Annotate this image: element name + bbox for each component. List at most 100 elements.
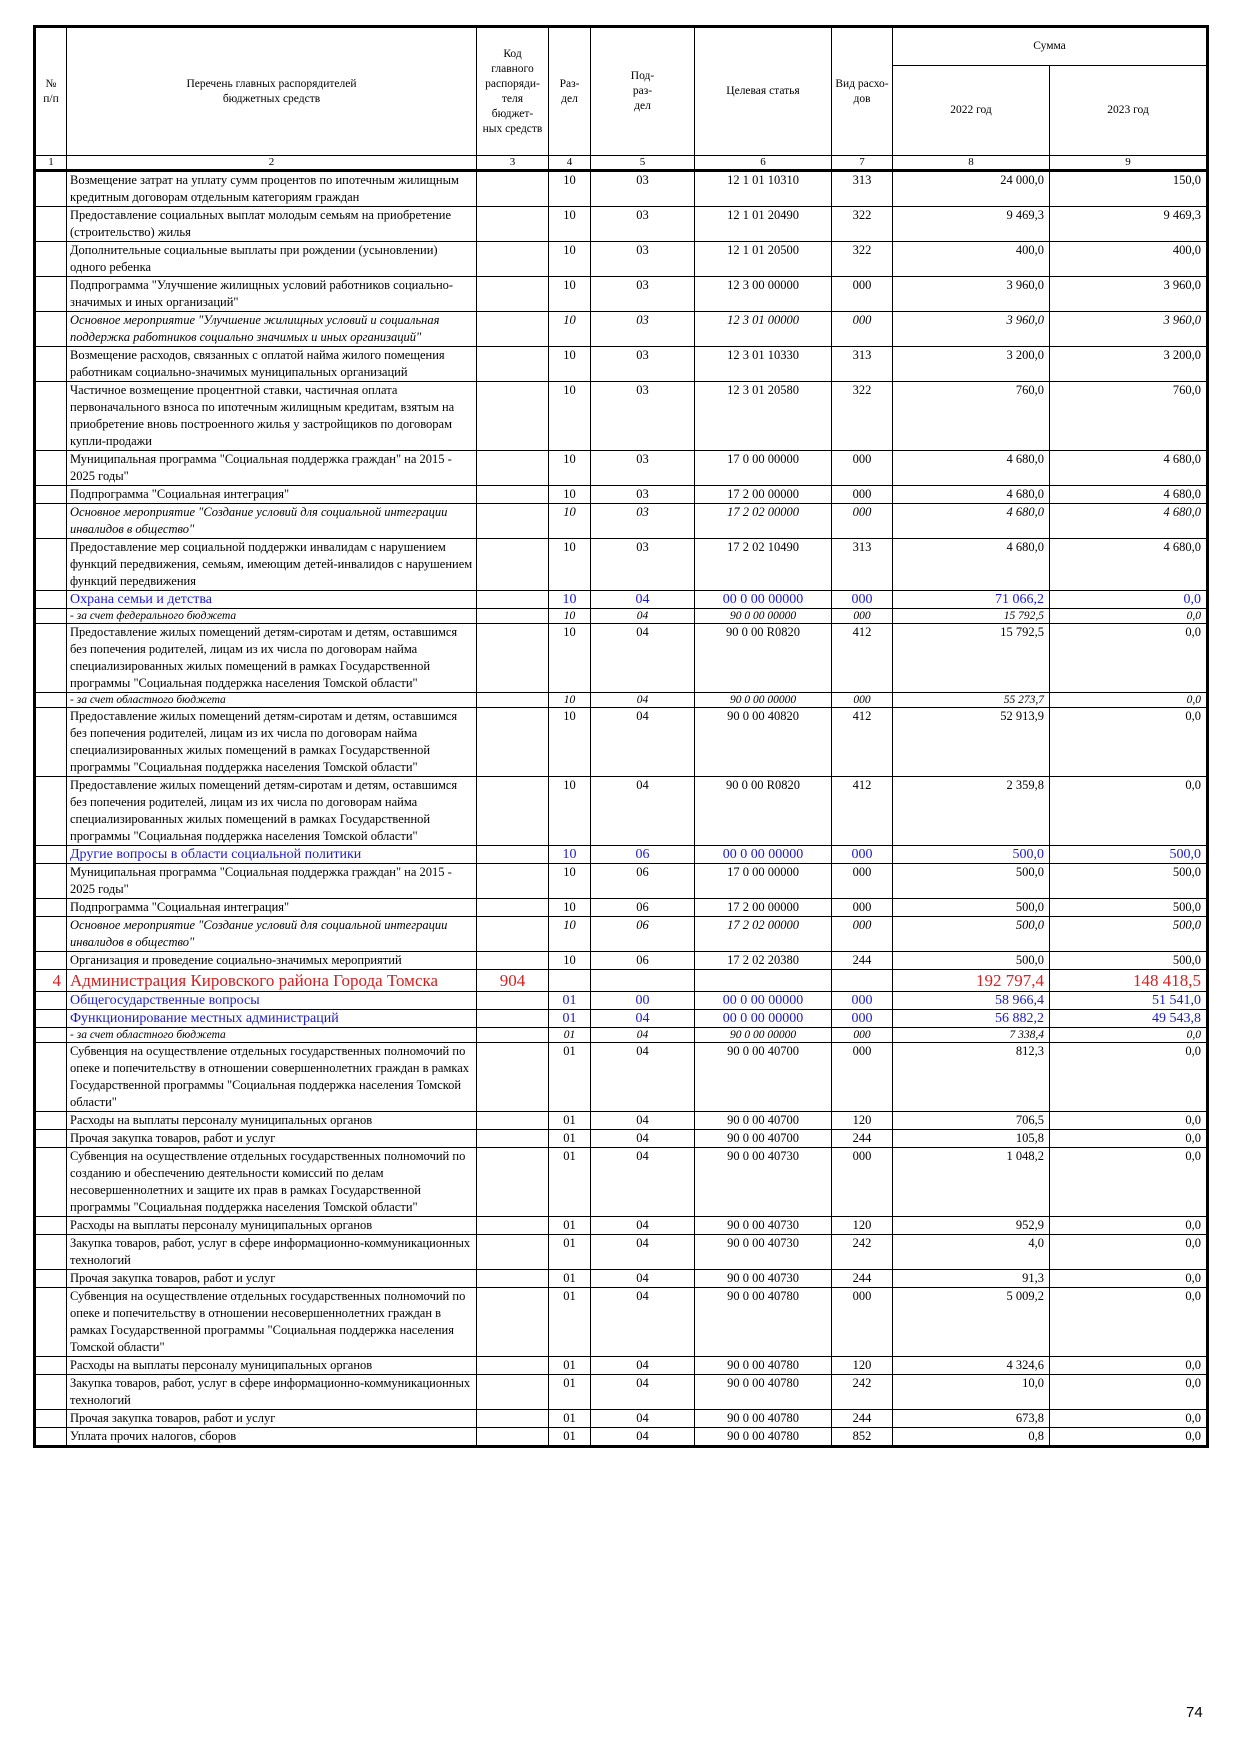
table-cell: 04 xyxy=(590,590,695,609)
table-cell: 000 xyxy=(831,311,893,347)
table-cell: 322 xyxy=(831,241,893,277)
table-cell: Прочая закупка товаров, работ и услуг xyxy=(66,1409,477,1428)
table-cell: Частичное возмещение процентной ставки, … xyxy=(66,381,477,451)
table-row: Прочая закупка товаров, работ и услуг 01 0… xyxy=(34,1129,1209,1148)
table-cell xyxy=(34,206,67,242)
table-cell xyxy=(34,863,67,899)
table-cell xyxy=(476,241,549,277)
table-cell xyxy=(476,1234,549,1270)
table-cell: 03 xyxy=(590,170,695,207)
table-cell xyxy=(34,991,67,1010)
table-cell: 400,0 xyxy=(892,241,1050,277)
table-cell: 03 xyxy=(590,381,695,451)
table-cell: 90 0 00 40700 xyxy=(694,1129,832,1148)
table-row: Прочая закупка товаров, работ и услуг 01 0… xyxy=(34,1269,1209,1288)
table-cell: 0,0 xyxy=(1048,608,1209,624)
table-row: Предоставление жилых помещений детям-сир… xyxy=(34,707,1209,777)
table-cell: 03 xyxy=(590,241,695,277)
table-cell xyxy=(694,969,832,992)
table-cell xyxy=(34,590,67,609)
table-cell: Уплата прочих налогов, сборов xyxy=(66,1427,477,1447)
table-cell: 192 797,4 xyxy=(892,969,1050,992)
table-cell: 10 xyxy=(548,845,591,864)
table-cell xyxy=(34,450,67,486)
table-cell: 0,0 xyxy=(1048,1374,1209,1410)
table-cell: Субвенция на осуществление отдельных гос… xyxy=(66,1287,477,1357)
table-cell: 90 0 00 40780 xyxy=(694,1287,832,1357)
table-cell: 90 0 00 40780 xyxy=(694,1427,832,1447)
table-cell: 812,3 xyxy=(892,1042,1050,1112)
table-cell: 04 xyxy=(590,1409,695,1428)
table-cell: 17 2 00 00000 xyxy=(694,485,832,504)
table-cell: 313 xyxy=(831,538,893,591)
table-cell: 0,0 xyxy=(1048,1287,1209,1357)
table-cell: 0,8 xyxy=(892,1427,1050,1447)
table-cell: 04 xyxy=(590,1374,695,1410)
table-cell xyxy=(34,1216,67,1235)
table-cell: 5 009,2 xyxy=(892,1287,1050,1357)
table-cell: 51 541,0 xyxy=(1048,991,1209,1010)
table-row: Функционирование местных администраций 01… xyxy=(34,1009,1209,1028)
table-row: Расходы на выплаты персоналу муниципальн… xyxy=(34,1216,1209,1235)
header-cell: № п/п xyxy=(34,26,67,156)
table-cell: Закупка товаров, работ, услуг в сфере ин… xyxy=(66,1374,477,1410)
table-cell: Муниципальная программа "Социальная подд… xyxy=(66,863,477,899)
table-row: Подпрограмма "Социальная интеграция" 10 06… xyxy=(34,898,1209,917)
table-cell: 01 xyxy=(548,1374,591,1410)
table-cell: 17 0 00 00000 xyxy=(694,863,832,899)
table-cell: 500,0 xyxy=(892,916,1050,952)
table-cell: 000 xyxy=(831,916,893,952)
table-row: Дополнительные социальные выплаты при ро… xyxy=(34,241,1209,277)
table-cell: 17 2 02 00000 xyxy=(694,503,832,539)
table-cell: 0,0 xyxy=(1048,776,1209,846)
table-cell xyxy=(476,1269,549,1288)
table-row: Основное мероприятие "Создание условий д… xyxy=(34,503,1209,539)
table-row: Предоставление мер социальной поддержки … xyxy=(34,538,1209,591)
table-cell xyxy=(34,1129,67,1148)
table-cell: 4 xyxy=(34,969,67,992)
header-cell: Вид расхо- дов xyxy=(831,26,893,156)
table-cell xyxy=(34,1027,67,1043)
table-cell: 90 0 00 40780 xyxy=(694,1356,832,1375)
table-row: Предоставление социальных выплат молодым… xyxy=(34,206,1209,242)
table-cell: 15 792,5 xyxy=(892,623,1050,693)
table-cell xyxy=(34,276,67,312)
table-cell: 4 680,0 xyxy=(1048,538,1209,591)
table-cell: 0,0 xyxy=(1048,1409,1209,1428)
table-cell: 12 3 01 10330 xyxy=(694,346,832,382)
table-cell xyxy=(476,311,549,347)
table-cell: Прочая закупка товаров, работ и услуг xyxy=(66,1129,477,1148)
table-cell: 10 xyxy=(548,590,591,609)
table-row: Расходы на выплаты персоналу муниципальн… xyxy=(34,1356,1209,1375)
table-cell: 105,8 xyxy=(892,1129,1050,1148)
table-cell: 9 469,3 xyxy=(1048,206,1209,242)
table-header: № п/п Перечень главных распорядителей бю… xyxy=(34,26,1209,172)
table-cell: Основное мероприятие "Создание условий д… xyxy=(66,503,477,539)
table-cell: 0,0 xyxy=(1048,623,1209,693)
table-cell: 000 xyxy=(831,991,893,1010)
table-cell: Предоставление мер социальной поддержки … xyxy=(66,538,477,591)
table-cell xyxy=(34,1356,67,1375)
table-cell: 06 xyxy=(590,845,695,864)
table-cell: 00 0 00 00000 xyxy=(694,845,832,864)
table-cell: 706,5 xyxy=(892,1111,1050,1130)
table-cell: Подпрограмма "Улучшение жилищных условий… xyxy=(66,276,477,312)
table-cell: 500,0 xyxy=(1048,916,1209,952)
table-cell: 000 xyxy=(831,898,893,917)
header-cell: Целевая статья xyxy=(694,26,832,156)
column-number: 2 xyxy=(66,155,477,172)
table-cell xyxy=(476,1374,549,1410)
table-cell: 500,0 xyxy=(1048,951,1209,970)
table-cell: 00 0 00 00000 xyxy=(694,590,832,609)
table-cell xyxy=(34,170,67,207)
table-cell: 10 xyxy=(548,450,591,486)
table-cell: 04 xyxy=(590,1111,695,1130)
table-cell: 000 xyxy=(831,503,893,539)
table-cell: 90 0 00 40730 xyxy=(694,1147,832,1217)
table-cell: 500,0 xyxy=(1048,863,1209,899)
table-row: Организация и проведение социально-значи… xyxy=(34,951,1209,970)
table-cell xyxy=(476,1042,549,1112)
table-cell: 06 xyxy=(590,863,695,899)
table-cell: 90 0 00 00000 xyxy=(694,1027,832,1043)
table-cell: 4 680,0 xyxy=(892,503,1050,539)
